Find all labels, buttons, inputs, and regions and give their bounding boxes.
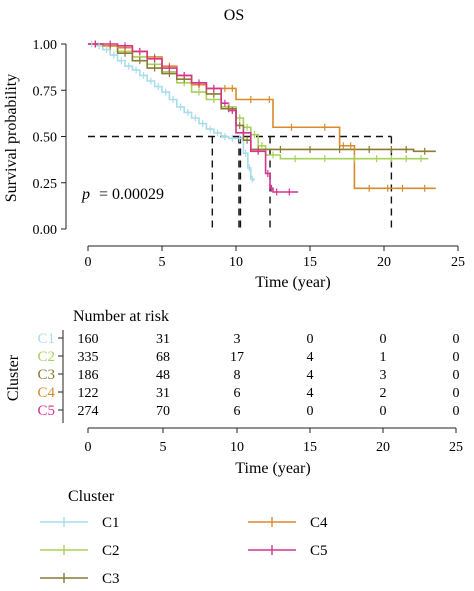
- risk-cell: 0: [380, 332, 387, 347]
- risk-row-label-c4: C4: [37, 385, 55, 401]
- risk-cell: 0: [453, 386, 460, 401]
- risk-row-label-c5: C5: [37, 403, 55, 419]
- y-tick-label: 1.00: [33, 38, 58, 53]
- x-tick-label: 5: [159, 255, 166, 270]
- risk-row-label-c3: C3: [37, 367, 55, 383]
- risk-cell: 0: [453, 332, 460, 347]
- chart-title: OS: [224, 7, 244, 24]
- risk-cell: 0: [380, 404, 387, 419]
- curve-c4: [88, 43, 436, 190]
- risk-table-ylabel: Cluster: [5, 354, 22, 401]
- survival-plot: 0.00 0.25 0.50 0.75 1.00 0 5 10 15 20 25: [33, 38, 466, 270]
- risk-cell: 0: [307, 404, 314, 419]
- risk-cell: 0: [453, 368, 460, 383]
- risk-cell: 4: [307, 350, 314, 365]
- risk-row-label-c1: C1: [37, 331, 55, 347]
- risk-cell: 70: [156, 404, 170, 419]
- risk-cell: 160: [78, 332, 99, 347]
- risk-cell: 274: [78, 404, 99, 419]
- legend-title: Cluster: [68, 488, 115, 505]
- risk-x-tick-label: 10: [230, 440, 244, 455]
- risk-cell: 48: [156, 368, 170, 383]
- risk-x-tick-label: 20: [376, 440, 390, 455]
- risk-cell: 122: [78, 386, 99, 401]
- x-axis-label: Time (year): [255, 274, 330, 291]
- p-value-symbol: p: [81, 186, 90, 203]
- risk-table: C1 160 31 3 0 0 0 C2 335 68 17 4 1 0 C3 186 48 8 4 3 0 C4 122 3…: [37, 330, 460, 423]
- x-tick-label: 25: [451, 255, 465, 270]
- risk-cell: 68: [156, 350, 170, 365]
- risk-cell: 186: [78, 368, 99, 383]
- legend-label-c2: C2: [102, 543, 120, 559]
- x-tick-label: 15: [303, 255, 317, 270]
- legend: C1 C2 C3 C4 C5: [40, 515, 328, 587]
- risk-cell: 6: [234, 386, 241, 401]
- legend-label-c4: C4: [310, 515, 328, 531]
- y-tick-label: 0.25: [33, 177, 58, 192]
- risk-x-tick-label: 15: [303, 440, 317, 455]
- risk-cell: 0: [453, 350, 460, 365]
- legend-label-c1: C1: [102, 515, 120, 531]
- censor-marks: [91, 40, 426, 196]
- y-tick-label: 0.75: [33, 84, 58, 99]
- x-tick-label: 20: [377, 255, 391, 270]
- risk-table-xlabel: Time (year): [235, 460, 310, 477]
- p-value-annotation: p = 0.00029: [81, 186, 164, 203]
- risk-x-tick-label: 25: [449, 440, 463, 455]
- x-axis: 0 5 10 15 20 25: [85, 245, 465, 270]
- risk-cell: 0: [453, 404, 460, 419]
- risk-cell: 3: [234, 332, 241, 347]
- risk-table-title: Number at risk: [73, 308, 169, 325]
- risk-cell: 6: [234, 404, 241, 419]
- risk-cell: 4: [307, 368, 314, 383]
- risk-cell: 8: [234, 368, 241, 383]
- risk-cell: 31: [156, 332, 170, 347]
- legend-label-c5: C5: [310, 543, 328, 559]
- risk-x-tick-label: 0: [85, 440, 92, 455]
- risk-cell: 4: [307, 386, 314, 401]
- risk-row-label-c2: C2: [37, 349, 55, 365]
- y-tick-label: 0.00: [33, 223, 58, 238]
- y-axis: 0.00 0.25 0.50 0.75 1.00: [33, 38, 67, 238]
- median-lines: [88, 135, 393, 229]
- risk-cell: 17: [230, 350, 244, 365]
- risk-cell: 2: [380, 386, 387, 401]
- x-tick-label: 0: [85, 255, 92, 270]
- risk-cell: 3: [380, 368, 387, 383]
- risk-table-x-axis: 0 5 10 15 20 25: [85, 427, 463, 455]
- x-tick-label: 10: [229, 255, 243, 270]
- y-axis-label: Survival probability: [3, 74, 20, 202]
- risk-cell: 1: [380, 350, 387, 365]
- legend-label-c3: C3: [102, 571, 120, 587]
- risk-cell: 0: [307, 332, 314, 347]
- y-tick-label: 0.50: [33, 131, 58, 146]
- risk-cell: 335: [78, 350, 99, 365]
- p-value-text: = 0.00029: [99, 186, 164, 203]
- risk-x-tick-label: 5: [160, 440, 167, 455]
- curve-c1: [88, 43, 255, 181]
- survival-curves: [88, 43, 436, 193]
- risk-cell: 31: [156, 386, 170, 401]
